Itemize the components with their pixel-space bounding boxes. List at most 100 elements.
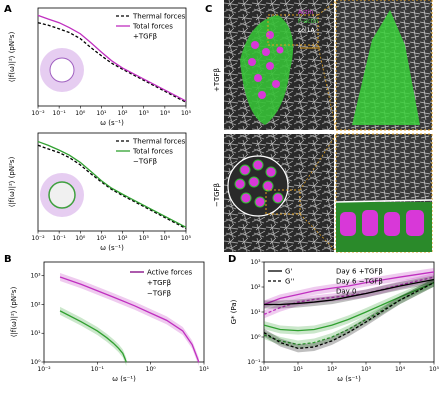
- x-tick-label: 10⁻²: [31, 110, 45, 117]
- legend-text-storage: G': [285, 268, 292, 276]
- x-tick-label: 10³: [139, 235, 150, 242]
- panel-b-chart: 10⁻² 10⁻¹ 10⁰ 10¹ 10⁰ 10¹ 10² 10³ ω (s⁻¹) ⟨|f(ω)|…: [10, 261, 210, 383]
- plot-frame: [43, 261, 205, 363]
- legend-text-loss: G'': [285, 278, 294, 286]
- x-tick-label: 10¹: [199, 366, 210, 373]
- series-line: [264, 278, 435, 306]
- y-axis-label: ⟨|f(ω)|²⟩ (pN²s): [10, 286, 18, 337]
- x-axis-label: ω (s⁻¹): [337, 375, 361, 383]
- legend-text-total: Total forces: [132, 148, 173, 156]
- legend-text-condition: +TGFβ: [133, 33, 157, 41]
- y-tick-label: 10⁻¹: [247, 359, 261, 366]
- series-band: [60, 306, 127, 366]
- legend-factin: F-actin: [298, 18, 319, 25]
- series-line: [263, 282, 435, 350]
- x-tick-label: 10⁰: [146, 366, 157, 373]
- zoom-connector-bottom-2: [299, 213, 337, 252]
- legend-text-day6-plus: Day 6 +TGFβ: [336, 268, 383, 276]
- x-tick-label: 10⁻²: [31, 235, 45, 242]
- side-label-bottom: −TGFβ: [213, 183, 221, 207]
- y-tick-label: 10³: [250, 259, 261, 266]
- zoom-box-top: [267, 14, 319, 46]
- x-tick-label: 10⁻²: [37, 366, 51, 373]
- legend-text-active: Active forces: [147, 269, 193, 277]
- y-axis-label: ⟨|f(ω)|²⟩ (pN²s): [8, 31, 16, 82]
- nuclei-zoom-bottom: [340, 210, 424, 236]
- nuclei-top: [248, 31, 284, 99]
- x-tick-label: 10¹: [96, 110, 107, 117]
- series-line: [263, 281, 435, 332]
- x-tick-label: 10³: [361, 366, 372, 373]
- x-tick-label: 10⁵: [181, 110, 192, 117]
- x-axis-label: ω (s⁻¹): [100, 244, 124, 252]
- series-line: [263, 271, 435, 306]
- x-tick-label: 10⁴: [395, 366, 406, 373]
- x-tick-label: 10⁵: [181, 235, 192, 242]
- inset-sphere: [48, 181, 76, 209]
- panel-letter-d: D: [228, 254, 236, 265]
- cell-edge-bottom: [335, 199, 433, 203]
- x-tick-label: 10⁻¹: [53, 235, 67, 242]
- y-axis-label: ⟨|f(ω)|²⟩ (pN²s): [8, 156, 16, 207]
- series-line: [59, 310, 127, 363]
- legend-text-day6-minus: Day 6 −TGFβ: [336, 278, 383, 286]
- legend-col1a: col1A: [298, 27, 315, 34]
- x-tick-label: 10⁻¹: [53, 110, 67, 117]
- y-tick-label: 10³: [30, 273, 41, 280]
- x-axis-label: ω (s⁻¹): [112, 375, 136, 383]
- panel-a-bottom-chart: 10⁻² 10⁻¹ 10⁰ 10¹ 10² 10³ 10⁴ 10⁵ ω (s⁻¹) ⟨|f(ω)|…: [8, 132, 192, 252]
- series-band: [264, 278, 434, 349]
- panel-a-top-chart: 10⁻² 10⁻¹ 10⁰ 10¹ 10² 10³ 10⁴ 10⁵ ω (s⁻¹) ⟨|f(ω)|…: [8, 7, 192, 127]
- panel-letter-b: B: [4, 254, 12, 265]
- inset-sphere: [49, 57, 75, 83]
- series-line: [37, 144, 187, 230]
- legend-text-minus: −TGFβ: [147, 290, 171, 298]
- plot-frame: [37, 7, 187, 107]
- y-axis-label: G* (Pa): [230, 299, 238, 324]
- series-line: [37, 140, 187, 228]
- side-label-top: +TGFβ: [213, 68, 221, 92]
- y-tick-label: 10²: [30, 301, 41, 308]
- series-band: [264, 278, 434, 353]
- nuclei-bottom: [234, 159, 284, 208]
- legend-text-thermal: Thermal forces: [132, 138, 186, 146]
- legend-text-condition: −TGFβ: [133, 158, 157, 166]
- x-tick-label: 10¹: [293, 366, 304, 373]
- zoom-box-bottom: [265, 189, 301, 215]
- x-axis-label: ω (s⁻¹): [100, 119, 124, 127]
- series-line: [263, 276, 435, 316]
- x-tick-label: 10⁰: [75, 110, 86, 117]
- panel-c-microscopy: +TGFβ −TGFβ Actin F-actin col1A: [213, 0, 433, 253]
- legend-text-total: Total forces: [132, 23, 173, 31]
- legend-actin: Actin: [298, 9, 313, 16]
- series-line: [37, 22, 187, 103]
- protrusion-top: [352, 10, 420, 125]
- y-tick-label: 10²: [250, 284, 261, 291]
- x-tick-label: 10²: [118, 235, 129, 242]
- y-tick-label: 10¹: [30, 330, 41, 337]
- zoom-connector-bottom-1: [299, 134, 337, 191]
- legend-text-thermal: Thermal forces: [132, 13, 186, 21]
- x-tick-label: 10²: [327, 366, 338, 373]
- legend-text-day0: Day 0: [336, 288, 357, 296]
- x-tick-label: 10⁰: [75, 235, 86, 242]
- y-tick-label: 10⁰: [250, 334, 261, 341]
- series-band: [264, 275, 434, 309]
- legend-text-plus: +TGFβ: [147, 279, 171, 287]
- y-tick-label: 10⁰: [30, 359, 41, 366]
- x-tick-label: 10⁰: [259, 366, 270, 373]
- x-tick-label: 10³: [139, 110, 150, 117]
- x-tick-label: 10⁻¹: [91, 366, 105, 373]
- panel-letter-c: C: [205, 4, 212, 15]
- plot-frame: [37, 132, 187, 232]
- series-line: [37, 14, 187, 102]
- x-tick-label: 10⁵: [429, 366, 440, 373]
- x-tick-label: 10¹: [96, 235, 107, 242]
- y-tick-label: 10¹: [250, 309, 261, 316]
- x-tick-label: 10⁴: [160, 110, 171, 117]
- series-line: [59, 276, 200, 363]
- x-tick-label: 10²: [118, 110, 129, 117]
- x-tick-label: 10⁴: [160, 235, 171, 242]
